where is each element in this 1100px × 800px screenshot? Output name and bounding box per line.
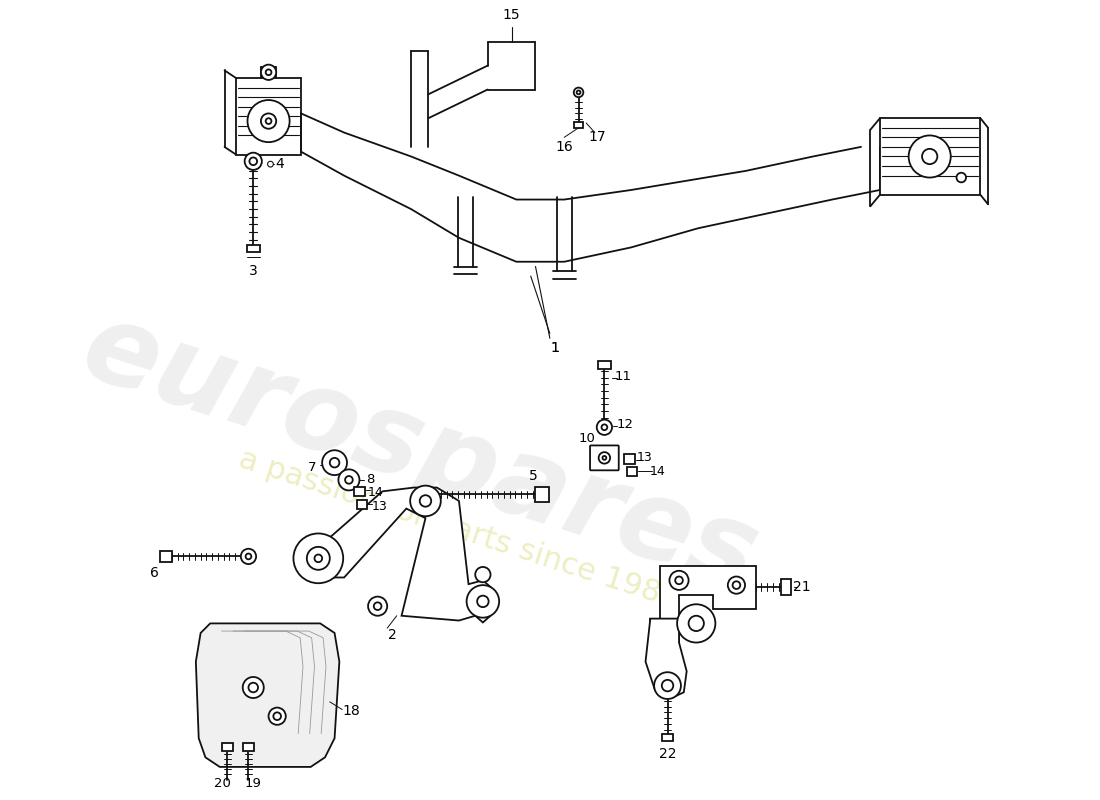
Polygon shape xyxy=(236,78,301,154)
Text: 12: 12 xyxy=(617,418,634,431)
Circle shape xyxy=(307,547,330,570)
Circle shape xyxy=(268,707,286,725)
Text: 20: 20 xyxy=(214,777,231,790)
Text: 14: 14 xyxy=(367,486,384,499)
Polygon shape xyxy=(880,118,980,194)
Circle shape xyxy=(410,486,441,516)
Circle shape xyxy=(733,582,740,589)
Circle shape xyxy=(339,470,360,490)
Text: 16: 16 xyxy=(556,140,573,154)
Circle shape xyxy=(602,424,607,430)
FancyBboxPatch shape xyxy=(536,486,549,502)
Circle shape xyxy=(909,135,950,178)
FancyBboxPatch shape xyxy=(246,245,260,252)
FancyBboxPatch shape xyxy=(574,122,583,128)
Circle shape xyxy=(670,570,689,590)
Polygon shape xyxy=(328,487,491,622)
Text: 8: 8 xyxy=(366,474,374,486)
Polygon shape xyxy=(196,623,340,767)
Polygon shape xyxy=(646,618,686,698)
Circle shape xyxy=(248,100,289,142)
FancyBboxPatch shape xyxy=(222,743,233,750)
Circle shape xyxy=(245,554,251,559)
Text: 6: 6 xyxy=(151,566,160,580)
Text: 5: 5 xyxy=(529,469,538,483)
Circle shape xyxy=(243,677,264,698)
Text: eurospares: eurospares xyxy=(70,294,771,613)
Circle shape xyxy=(244,153,262,170)
Text: 3: 3 xyxy=(249,264,257,278)
Text: 7: 7 xyxy=(308,461,317,474)
Text: 13: 13 xyxy=(372,500,387,513)
Circle shape xyxy=(241,549,256,564)
Circle shape xyxy=(576,90,581,94)
Circle shape xyxy=(689,616,704,631)
Circle shape xyxy=(466,585,499,618)
Circle shape xyxy=(249,682,258,692)
Text: 14: 14 xyxy=(650,465,666,478)
FancyBboxPatch shape xyxy=(354,486,365,496)
Circle shape xyxy=(957,173,966,182)
FancyBboxPatch shape xyxy=(597,362,612,369)
Circle shape xyxy=(266,118,272,124)
Text: 1: 1 xyxy=(550,341,559,355)
Circle shape xyxy=(374,602,382,610)
Text: 4: 4 xyxy=(276,157,285,171)
Polygon shape xyxy=(650,566,756,642)
Circle shape xyxy=(420,495,431,506)
Circle shape xyxy=(368,597,387,616)
FancyBboxPatch shape xyxy=(243,743,254,750)
Circle shape xyxy=(654,672,681,699)
Text: 2: 2 xyxy=(387,628,396,642)
Circle shape xyxy=(294,534,343,583)
Text: 17: 17 xyxy=(588,130,606,144)
Circle shape xyxy=(261,65,276,80)
Circle shape xyxy=(250,158,257,165)
FancyBboxPatch shape xyxy=(627,467,637,476)
Circle shape xyxy=(477,596,488,607)
Text: 13: 13 xyxy=(637,451,652,464)
Circle shape xyxy=(322,450,346,475)
Circle shape xyxy=(330,458,340,467)
Circle shape xyxy=(266,70,272,75)
FancyBboxPatch shape xyxy=(781,579,791,594)
FancyBboxPatch shape xyxy=(590,446,618,470)
Circle shape xyxy=(596,420,612,435)
Circle shape xyxy=(603,456,606,460)
Text: 22: 22 xyxy=(659,746,676,761)
Circle shape xyxy=(345,476,353,484)
Text: 15: 15 xyxy=(503,8,520,22)
Circle shape xyxy=(267,162,273,167)
Circle shape xyxy=(662,680,673,691)
FancyBboxPatch shape xyxy=(624,454,635,464)
Text: 18: 18 xyxy=(343,705,361,718)
FancyBboxPatch shape xyxy=(662,734,673,741)
Text: 21: 21 xyxy=(793,580,811,594)
Circle shape xyxy=(315,554,322,562)
Text: 10: 10 xyxy=(579,432,595,446)
Circle shape xyxy=(273,712,280,720)
Circle shape xyxy=(475,567,491,582)
Text: a passion for parts since 1985: a passion for parts since 1985 xyxy=(235,445,683,614)
Text: 11: 11 xyxy=(615,370,632,383)
Text: 1: 1 xyxy=(550,341,559,355)
FancyBboxPatch shape xyxy=(356,500,367,509)
Circle shape xyxy=(678,604,715,642)
Circle shape xyxy=(574,88,583,97)
Circle shape xyxy=(261,114,276,129)
Circle shape xyxy=(598,452,611,464)
Circle shape xyxy=(728,577,745,594)
Text: 19: 19 xyxy=(245,777,262,790)
FancyBboxPatch shape xyxy=(161,550,172,562)
Circle shape xyxy=(922,149,937,164)
Circle shape xyxy=(675,577,683,584)
